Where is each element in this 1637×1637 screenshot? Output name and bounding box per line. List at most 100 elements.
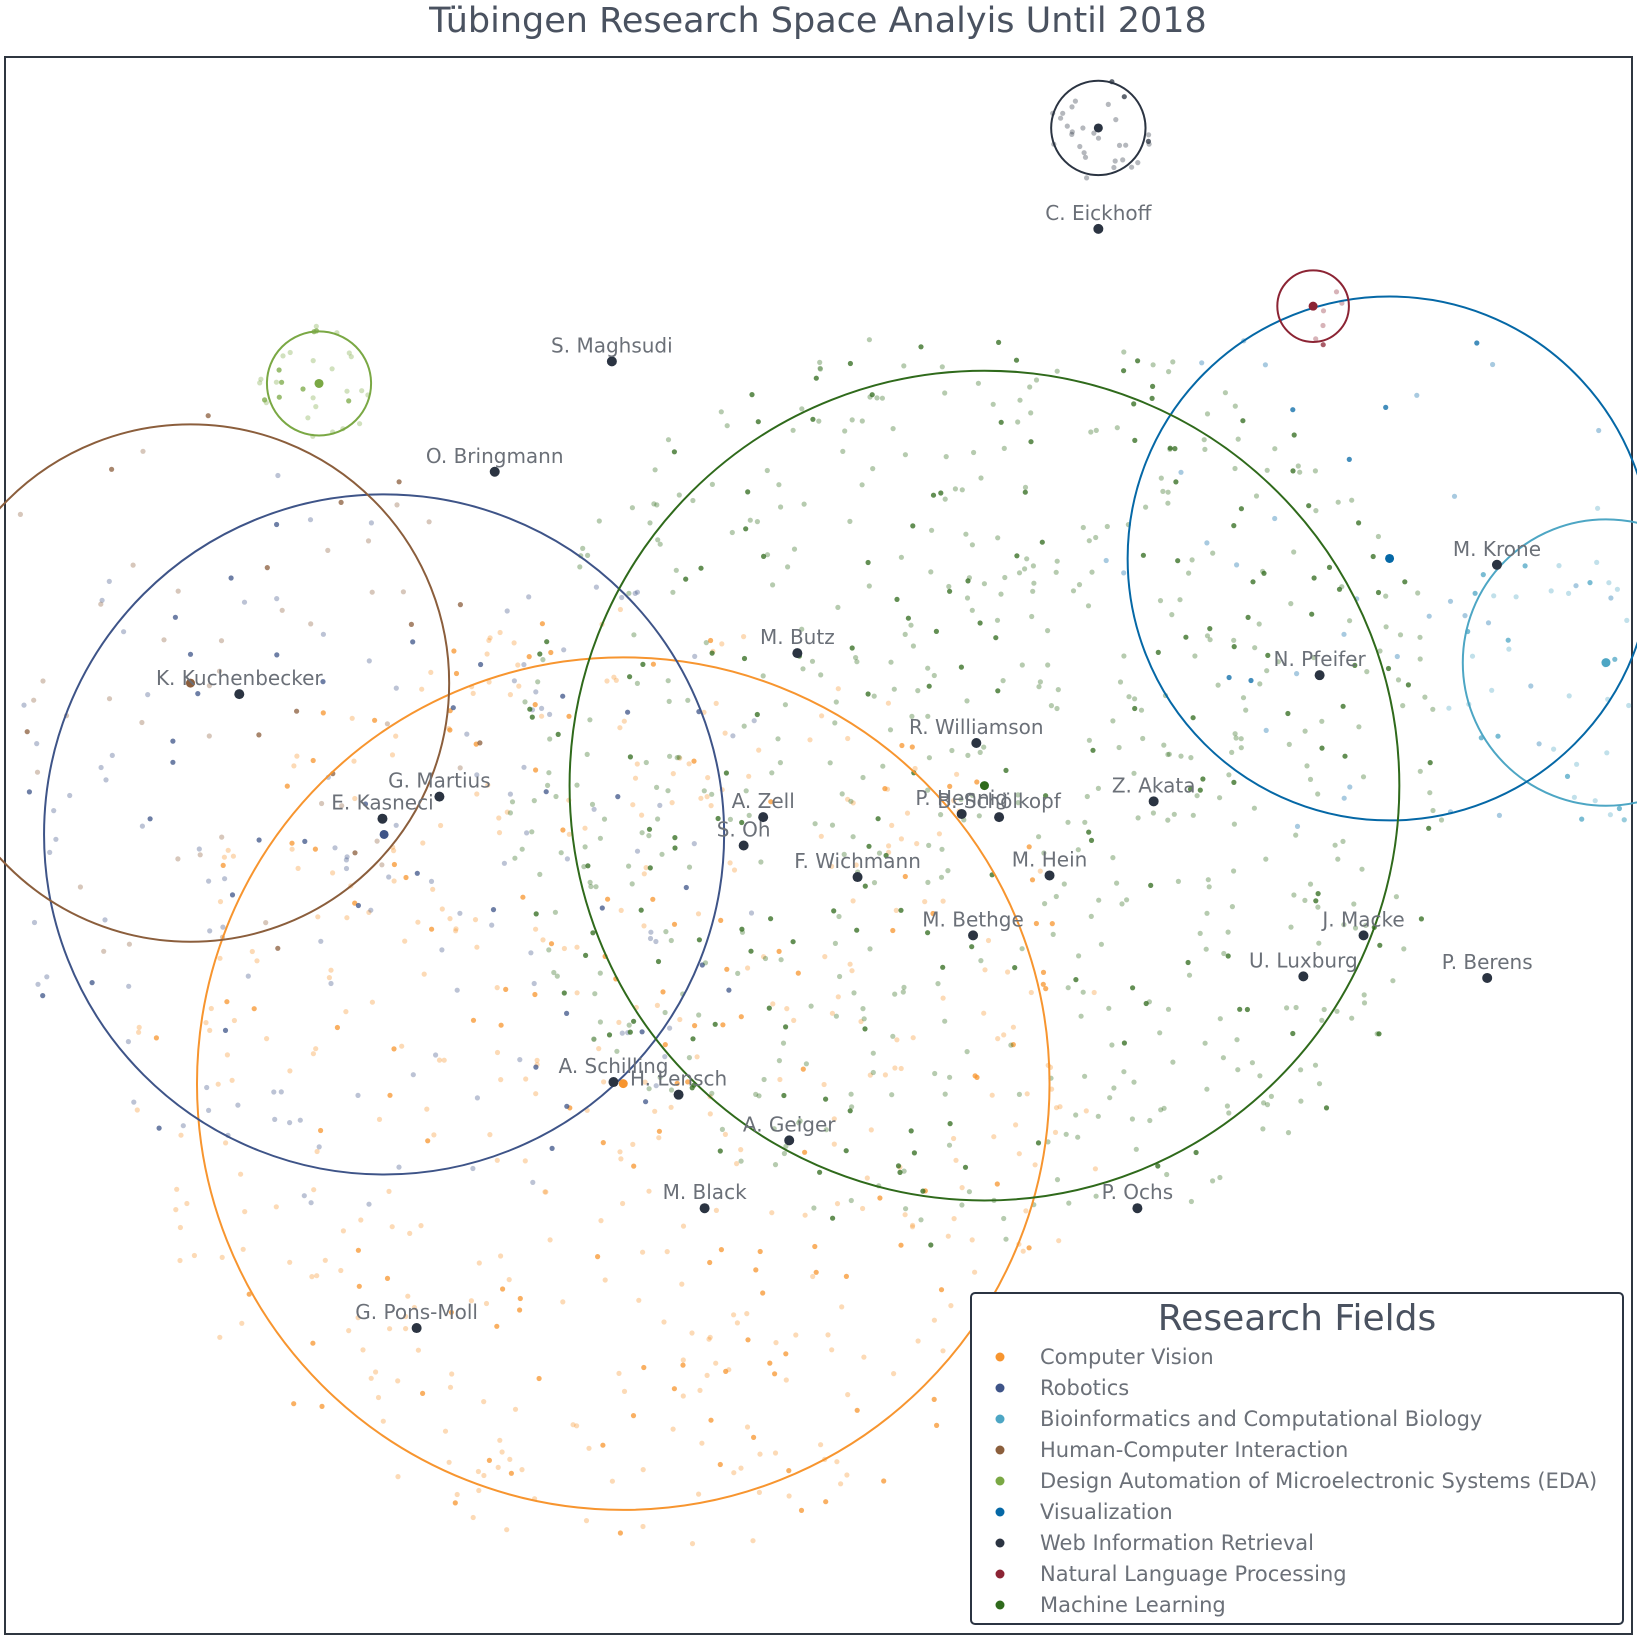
background-point bbox=[177, 1258, 182, 1263]
background-point bbox=[341, 1228, 346, 1233]
background-point bbox=[914, 841, 919, 846]
background-point bbox=[967, 1189, 972, 1194]
researcher-label: C. Eickhoff bbox=[1045, 201, 1152, 225]
background-point bbox=[145, 692, 150, 697]
background-point bbox=[978, 750, 983, 755]
background-point bbox=[690, 498, 695, 503]
background-point bbox=[709, 792, 714, 797]
researcher-label: N. Pfeifer bbox=[1274, 647, 1367, 671]
background-point bbox=[813, 821, 818, 826]
background-point bbox=[684, 885, 689, 890]
background-point bbox=[892, 687, 897, 692]
background-point bbox=[860, 1006, 865, 1011]
background-point bbox=[204, 1085, 209, 1090]
background-point bbox=[1626, 703, 1631, 708]
researcher-point bbox=[608, 1077, 618, 1087]
background-point bbox=[618, 607, 623, 612]
background-point bbox=[703, 960, 708, 965]
background-point bbox=[1207, 626, 1212, 631]
background-point bbox=[386, 1189, 391, 1194]
background-point bbox=[495, 985, 500, 990]
background-point bbox=[1497, 813, 1502, 818]
background-point bbox=[176, 589, 181, 594]
background-point bbox=[1057, 1104, 1062, 1109]
background-point bbox=[943, 1092, 948, 1097]
researcher-point bbox=[1045, 870, 1055, 880]
background-point bbox=[834, 1014, 839, 1019]
background-point bbox=[713, 1022, 718, 1027]
field-center-point bbox=[1385, 554, 1394, 563]
background-point bbox=[734, 1161, 739, 1166]
background-point bbox=[1121, 570, 1126, 575]
researcher-label: S. Maghsudi bbox=[551, 333, 673, 357]
background-point bbox=[654, 502, 659, 507]
researcher-label: A. Zell bbox=[732, 789, 795, 813]
background-point bbox=[1313, 898, 1318, 903]
background-point bbox=[799, 406, 804, 411]
background-point bbox=[862, 1026, 867, 1031]
background-point bbox=[870, 392, 875, 397]
background-point bbox=[886, 701, 891, 706]
background-point bbox=[1233, 404, 1238, 409]
background-point bbox=[901, 989, 906, 994]
background-point bbox=[1002, 446, 1007, 451]
background-point bbox=[343, 1009, 348, 1014]
background-point bbox=[392, 878, 397, 883]
background-point bbox=[835, 605, 840, 610]
background-point bbox=[740, 930, 745, 935]
background-point bbox=[300, 386, 305, 391]
background-point bbox=[510, 799, 515, 804]
background-point bbox=[302, 1193, 307, 1198]
background-point bbox=[1491, 593, 1496, 598]
background-point bbox=[1210, 551, 1215, 556]
background-point bbox=[915, 688, 920, 693]
background-point bbox=[1151, 810, 1156, 815]
background-point bbox=[1132, 438, 1137, 443]
background-point bbox=[1161, 743, 1166, 748]
background-point bbox=[1285, 711, 1290, 716]
background-point bbox=[1053, 1130, 1058, 1135]
background-point bbox=[1288, 925, 1293, 930]
background-point bbox=[1227, 675, 1232, 680]
background-point bbox=[1134, 1147, 1139, 1152]
background-point bbox=[1002, 575, 1007, 580]
researcher-point bbox=[853, 872, 863, 882]
background-point bbox=[840, 791, 845, 796]
background-point bbox=[533, 1091, 538, 1096]
background-point bbox=[620, 1031, 625, 1036]
background-point bbox=[1110, 718, 1115, 723]
background-point bbox=[429, 927, 434, 932]
background-point bbox=[672, 1386, 677, 1391]
background-point bbox=[779, 957, 784, 962]
background-point bbox=[580, 546, 585, 551]
background-point bbox=[1349, 498, 1354, 503]
background-point bbox=[583, 953, 588, 958]
background-point bbox=[1094, 428, 1099, 433]
legend-title: Research Fields bbox=[1158, 1298, 1436, 1339]
background-point bbox=[174, 1187, 179, 1192]
background-point bbox=[1347, 618, 1352, 623]
background-point bbox=[1113, 158, 1118, 163]
background-point bbox=[1081, 525, 1086, 530]
background-point bbox=[1232, 644, 1237, 649]
background-point bbox=[219, 638, 224, 643]
background-point bbox=[669, 938, 674, 943]
background-point bbox=[781, 1041, 786, 1046]
background-point bbox=[1055, 1177, 1060, 1182]
background-point bbox=[867, 337, 872, 342]
background-point bbox=[948, 1121, 953, 1126]
background-point bbox=[1192, 653, 1197, 658]
background-point bbox=[851, 898, 856, 903]
background-point bbox=[783, 1024, 788, 1029]
background-point bbox=[403, 875, 408, 880]
background-point bbox=[1005, 969, 1010, 974]
background-point bbox=[1159, 476, 1164, 481]
background-point bbox=[410, 639, 415, 644]
background-point bbox=[681, 1393, 686, 1398]
background-point bbox=[494, 1324, 499, 1329]
background-point bbox=[330, 366, 335, 371]
background-point bbox=[562, 946, 567, 951]
background-point bbox=[241, 1247, 246, 1252]
background-point bbox=[1175, 558, 1180, 563]
background-point bbox=[438, 823, 443, 828]
